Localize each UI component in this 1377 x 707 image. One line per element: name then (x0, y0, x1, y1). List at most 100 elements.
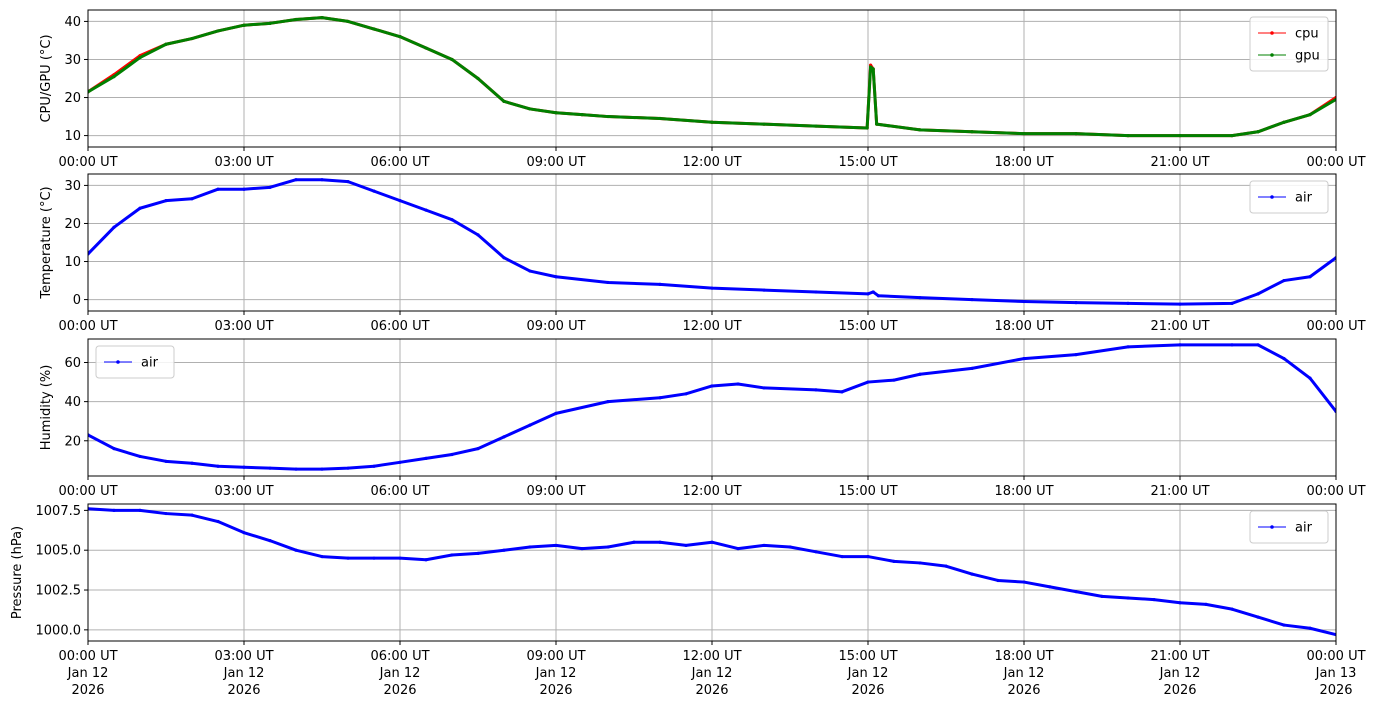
x-tick-label: 00:00 UT (1306, 319, 1365, 334)
y-axis-label: Temperature (°C) (39, 186, 54, 299)
data-point-air (138, 206, 142, 210)
data-point-air (242, 531, 246, 535)
data-point-air (164, 511, 168, 516)
data-point-air (762, 288, 766, 292)
data-point-air (710, 384, 714, 388)
chart-panel-2: 0 10 20 30 00:00 UT 03:00 UT 06:00 UT 09:00 UT 1… (39, 173, 1366, 334)
data-point-air (996, 578, 1000, 583)
data-point-air (684, 543, 688, 548)
x-tick-year: 2026 (227, 683, 260, 698)
y-tick-label: 20 (64, 91, 81, 106)
data-point-air (216, 187, 220, 191)
x-tick-year: 2026 (695, 683, 728, 698)
data-point-air (398, 460, 402, 464)
y-tick-label: 30 (64, 53, 81, 68)
data-point-air (346, 466, 350, 470)
data-point-air (294, 548, 298, 552)
data-point-air (1230, 607, 1234, 611)
data-point-air (268, 539, 272, 543)
data-point-air (1126, 596, 1130, 600)
x-tick-date: Jan 12 (223, 666, 265, 681)
data-point-air (190, 197, 194, 201)
y-tick-label: 60 (64, 356, 81, 371)
legend-marker-air (116, 360, 120, 364)
x-tick-date: Jan 13 (1315, 666, 1357, 681)
data-point-air (424, 558, 428, 562)
legend-marker-cpu (1270, 31, 1274, 35)
x-tick-label: 21:00 UT (1150, 649, 1209, 664)
x-tick-label: 09:00 UT (526, 319, 585, 334)
legend-label-air: air (1295, 191, 1313, 206)
y-tick-label: 40 (64, 395, 81, 410)
data-point-air (710, 286, 714, 290)
data-point-air (216, 519, 220, 524)
x-tick-label: 21:00 UT (1150, 319, 1209, 334)
x-tick-label: 03:00 UT (214, 319, 273, 334)
x-tick-date: Jan 12 (1159, 666, 1201, 681)
data-point-air (871, 290, 875, 294)
data-point-air (528, 269, 532, 273)
x-tick-label: 15:00 UT (838, 649, 897, 664)
x-tick-label: 00:00 UT (58, 484, 117, 499)
data-point-air (1308, 275, 1312, 279)
y-tick-label: 20 (64, 434, 81, 449)
x-tick-label: 12:00 UT (682, 649, 741, 664)
legend-box (95, 345, 175, 379)
x-tick-year: 2026 (851, 683, 884, 698)
data-point-air (736, 382, 740, 386)
data-point-air (1178, 601, 1182, 605)
x-tick-year: 2026 (383, 683, 416, 698)
x-tick-label: 00:00 UT (58, 155, 117, 170)
y-tick-label: 0 (73, 293, 81, 308)
y-axis-label: CPU/GPU (°C) (39, 34, 54, 122)
chart-panel-3: 20 40 60 00:00 UT 03:00 UT 06:00 UT 09:00 UT 12… (39, 338, 1366, 499)
x-tick-label: 00:00 UT (58, 319, 117, 334)
series-line-air (88, 343, 1336, 471)
data-point-air (866, 380, 870, 384)
data-point-air (528, 423, 532, 427)
x-tick-label: 15:00 UT (838, 319, 897, 334)
data-point-air (398, 556, 402, 560)
data-point-air (424, 456, 428, 460)
y-axis-label: Pressure (hPa) (10, 526, 25, 619)
series-line-air (88, 178, 1336, 306)
x-tick-label: 03:00 UT (214, 484, 273, 499)
x-tick-date: Jan 12 (67, 666, 109, 681)
data-point-air (1230, 343, 1234, 347)
data-point-air (814, 550, 818, 554)
data-point-air (372, 464, 376, 468)
data-point-air (528, 545, 532, 549)
x-tick-label: 00:00 UT (58, 649, 117, 664)
data-point-air (606, 545, 610, 549)
x-tick-year: 2026 (1319, 683, 1352, 698)
data-point-air (658, 540, 662, 544)
data-point-air (164, 199, 168, 203)
data-point-air (762, 386, 766, 390)
x-tick-date: Jan 12 (1003, 666, 1045, 681)
legend-label-cpu: cpu (1295, 27, 1319, 42)
data-point-air (970, 572, 974, 576)
data-point-air (294, 178, 298, 182)
x-tick-label: 18:00 UT (994, 319, 1053, 334)
data-point-air (268, 185, 272, 189)
x-tick-label: 06:00 UT (370, 319, 429, 334)
legend-label-gpu: gpu (1295, 49, 1320, 64)
data-point-air (606, 280, 610, 285)
data-point-air (372, 189, 376, 193)
data-point-air (658, 282, 662, 286)
legend-marker-gpu (1270, 53, 1274, 57)
series-line-overlay-gpu (88, 16, 1336, 137)
data-point-air (788, 545, 792, 549)
data-point-air (190, 461, 194, 465)
data-point-air (502, 256, 506, 260)
data-point-air (1230, 301, 1234, 305)
data-point-air (1074, 353, 1078, 357)
data-point-air (1282, 623, 1286, 627)
data-point-air (476, 233, 480, 237)
legend-box (1249, 16, 1329, 72)
x-tick-year: 2026 (1163, 683, 1196, 698)
x-tick-label: 06:00 UT (370, 649, 429, 664)
data-point-air (294, 467, 298, 471)
x-tick-label: 18:00 UT (994, 155, 1053, 170)
data-point-air (1256, 343, 1260, 347)
